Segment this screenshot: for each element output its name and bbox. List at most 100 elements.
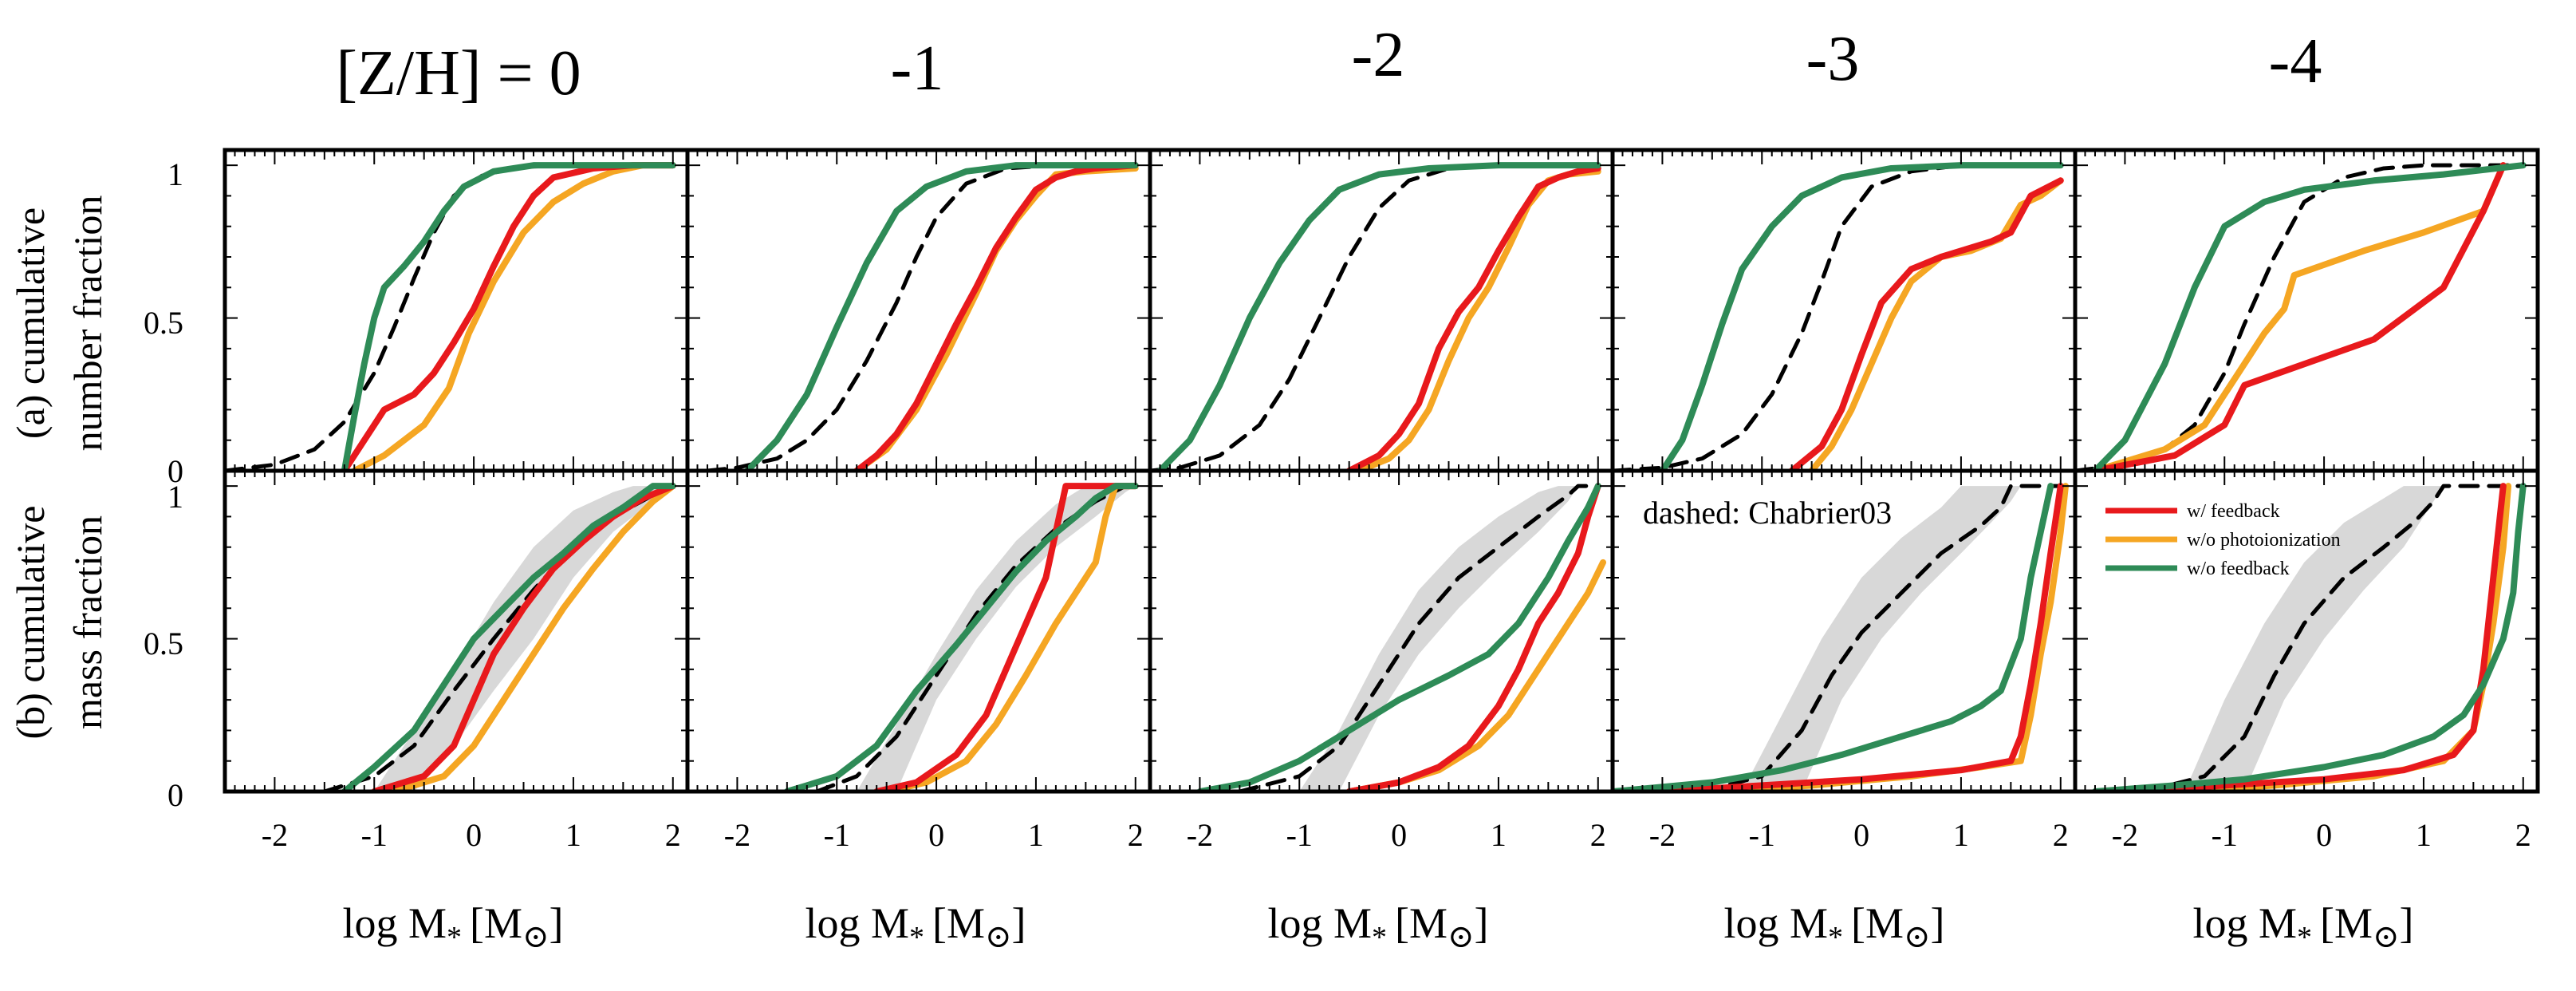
- panel-frame: [2073, 148, 2540, 473]
- x-tick-label: -1: [361, 817, 388, 853]
- x-tick-label: -2: [262, 817, 288, 853]
- series-line-feedback: [853, 162, 1139, 471]
- series-line-chabrier: [1613, 163, 2063, 471]
- xlabel-unit-close: ]: [1475, 899, 1489, 947]
- series-line-no-photoionization: [1356, 168, 1601, 471]
- column-title-z-1: -1: [891, 34, 944, 104]
- series-line-chabrier: [1700, 484, 2063, 792]
- panel-frame: [2073, 468, 2540, 794]
- panel-plot-area: [1613, 483, 2069, 792]
- x-tick-label: 1: [1953, 817, 1969, 853]
- panel-b-z0: [223, 468, 690, 794]
- series-line-feedback: [2091, 162, 2507, 471]
- legend-label-no-feedback: w/o feedback: [2187, 559, 2290, 579]
- chabrier-scatter-band: [1742, 486, 2021, 792]
- xlabel-text: log M: [1723, 899, 1828, 947]
- series-line-no-photoionization: [1808, 177, 2064, 471]
- row-label-a-line1: (a) cumulative: [8, 207, 53, 439]
- series-line-no-photoionization: [1708, 483, 2069, 792]
- xlabel-unit-open: [M: [1395, 899, 1448, 947]
- xlabel-unit-open: [M: [2320, 899, 2373, 947]
- x-tick-label: -1: [824, 817, 850, 853]
- panel-plot-area: [1613, 162, 2064, 471]
- x-tick-label: 1: [1491, 817, 1507, 853]
- xlabel-unit-open: [M: [470, 899, 522, 947]
- xlabel-text: log M: [2192, 899, 2297, 947]
- xlabel-subscript: *: [2297, 921, 2312, 954]
- x-tick-label: -2: [724, 817, 750, 853]
- column-title-z-3: -3: [1806, 24, 1860, 94]
- svg-text:log M*[M⊙]: log M* [M⊙]: [2192, 899, 2413, 954]
- x-tick-label: -1: [1749, 817, 1775, 853]
- x-tick-label: 1: [565, 817, 581, 853]
- column-title-z0: [Z/H] = 0: [336, 38, 581, 109]
- x-tick-label: 0: [2316, 817, 2332, 853]
- series-line-chabrier: [1237, 484, 1601, 792]
- panel-group: [223, 148, 2540, 794]
- xlabel-unit-close: ]: [1931, 899, 1945, 947]
- series-line-feedback: [873, 483, 1139, 792]
- chabrier-scatter-band: [2184, 486, 2444, 792]
- svg-text:log M*[M⊙]: log M* [M⊙]: [1267, 899, 1488, 954]
- series-line-chabrier: [2075, 163, 2526, 471]
- panel-a-z-2: [1148, 148, 1615, 473]
- series-line-chabrier: [225, 163, 676, 471]
- series-line-chabrier: [705, 163, 1138, 471]
- xlabel-text: log M: [342, 899, 447, 947]
- series-line-no-feedback: [341, 162, 676, 471]
- x-tick-label: 2: [2053, 817, 2069, 853]
- xlabel-subscript: *: [1828, 921, 1843, 954]
- panel-plot-area: [322, 483, 676, 792]
- row-label-a-line2: number fraction: [65, 195, 110, 452]
- xlabel-subscript: *: [909, 921, 924, 954]
- panel-plot-area: [2091, 483, 2527, 792]
- series-line-no-photoionization: [2091, 162, 2507, 471]
- column-title-z-4: -4: [2269, 26, 2322, 97]
- chabrier-scatter-band: [857, 486, 1136, 792]
- xlabel-unit-open: [M: [932, 899, 985, 947]
- series-line-feedback: [341, 162, 676, 471]
- xlabel-unit-close: ]: [2400, 899, 2414, 947]
- xlabel-text: log M: [1267, 899, 1372, 947]
- row-label-b-line2: mass fraction: [65, 515, 110, 729]
- x-tick-label: -2: [1649, 817, 1676, 853]
- xlabel-text: log M: [805, 899, 909, 947]
- series-line-no-photoionization: [391, 483, 676, 792]
- x-tick-label: -2: [2112, 817, 2138, 853]
- series-line-no-feedback: [1196, 483, 1601, 792]
- y-tick-label-a-1: 1: [167, 156, 183, 192]
- series-line-no-photoionization: [351, 162, 676, 471]
- y-tick-label-b-05: 0.5: [144, 626, 183, 661]
- series-line-feedback: [2121, 483, 2507, 792]
- x-tick-label: -2: [1187, 817, 1213, 853]
- panel-frame: [685, 148, 1152, 473]
- x-tick-label: 2: [1128, 817, 1144, 853]
- series-line-feedback: [1345, 483, 1601, 792]
- y-tick-label-b-0: 0: [167, 777, 183, 813]
- sun-symbol-icon: ⊙: [1448, 918, 1475, 954]
- xlabel-col3: log M* [M⊙]: [1267, 899, 1488, 954]
- y-tick-label-b-1: 1: [167, 479, 183, 515]
- series-line-no-feedback: [2091, 162, 2527, 471]
- panel-b-z-1: [685, 468, 1152, 794]
- panel-plot-area: [705, 162, 1139, 471]
- series-line-no-feedback: [2091, 483, 2527, 792]
- series-line-no-feedback: [1613, 483, 2054, 792]
- panel-plot-area: [225, 162, 676, 471]
- legend: w/ feedback w/o photoionization w/o feed…: [2105, 501, 2341, 579]
- panel-a-z-4: [2073, 148, 2540, 473]
- series-line-no-feedback: [1659, 162, 2064, 471]
- sun-symbol-icon: ⊙: [2373, 918, 2400, 954]
- x-tick-label: 0: [1853, 817, 1869, 853]
- x-tick-label: 2: [2515, 817, 2531, 853]
- svg-text:log M*[M⊙]: log M* [M⊙]: [342, 899, 563, 954]
- x-tick-label: -1: [2212, 817, 2238, 853]
- row-label-b-line1: (b) cumulative: [8, 506, 53, 740]
- series-line-feedback: [1788, 177, 2064, 471]
- panel-a-z0: [223, 148, 690, 473]
- chabrier-scatter-band: [1299, 486, 1578, 792]
- x-tick-label: 0: [928, 817, 944, 853]
- panel-b-z-4: [2073, 468, 2540, 794]
- x-tick-label: 1: [1028, 817, 1044, 853]
